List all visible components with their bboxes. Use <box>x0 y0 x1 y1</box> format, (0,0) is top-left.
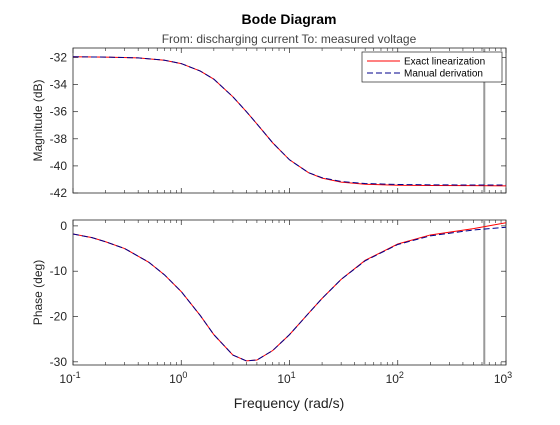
x-tick-label: 101 <box>277 370 295 386</box>
phase-series-manual-derivation <box>73 226 506 362</box>
x-tick-label: 102 <box>386 370 404 386</box>
legend-entry-label: Exact linearization <box>404 57 485 68</box>
phase-y-tick-label: -10 <box>50 264 68 278</box>
phase-y-tick-label: -20 <box>50 310 68 324</box>
phase-y-tick-label: -30 <box>50 355 68 369</box>
phase-series-group <box>73 220 506 365</box>
phase-axes-box <box>72 219 507 366</box>
legend-box <box>361 51 503 83</box>
x-tick-label: 100 <box>169 370 187 386</box>
phase-y-axis-label: Phase (deg) <box>31 260 45 325</box>
phase-y-tick-label: 0 <box>60 219 67 233</box>
chart-subtitle: From: discharging current To: measured v… <box>162 32 417 46</box>
magnitude-series-manual-derivation <box>73 56 506 186</box>
x-axis-label: Frequency (rad/s) <box>234 395 344 411</box>
phase-panel: 10-1 100 101 102 103 -30 -20 -10 0 Phase (deg) <box>31 219 512 386</box>
legend-entry-label: Manual derivation <box>404 69 483 80</box>
magnitude-y-tick-label: -40 <box>50 159 68 173</box>
chart-title: Bode Diagram <box>242 11 337 27</box>
magnitude-y-tick-label: -38 <box>50 132 68 146</box>
magnitude-y-tick-label: -32 <box>50 50 68 64</box>
magnitude-y-tick-label: -34 <box>50 78 68 92</box>
magnitude-y-axis-label: Magnitude (dB) <box>31 79 45 161</box>
plot-panels: -42 -40 -38 -36 -34 -32 Magnitude (dB) Exact li… <box>31 47 512 386</box>
x-tick-label: 103 <box>494 370 512 386</box>
magnitude-y-tick-label: -36 <box>50 105 68 119</box>
magnitude-y-tick-label: -42 <box>50 186 68 200</box>
magnitude-panel: -42 -40 -38 -36 -34 -32 Magnitude (dB) Exact li… <box>31 47 507 200</box>
x-tick-label: 10-1 <box>59 370 80 386</box>
